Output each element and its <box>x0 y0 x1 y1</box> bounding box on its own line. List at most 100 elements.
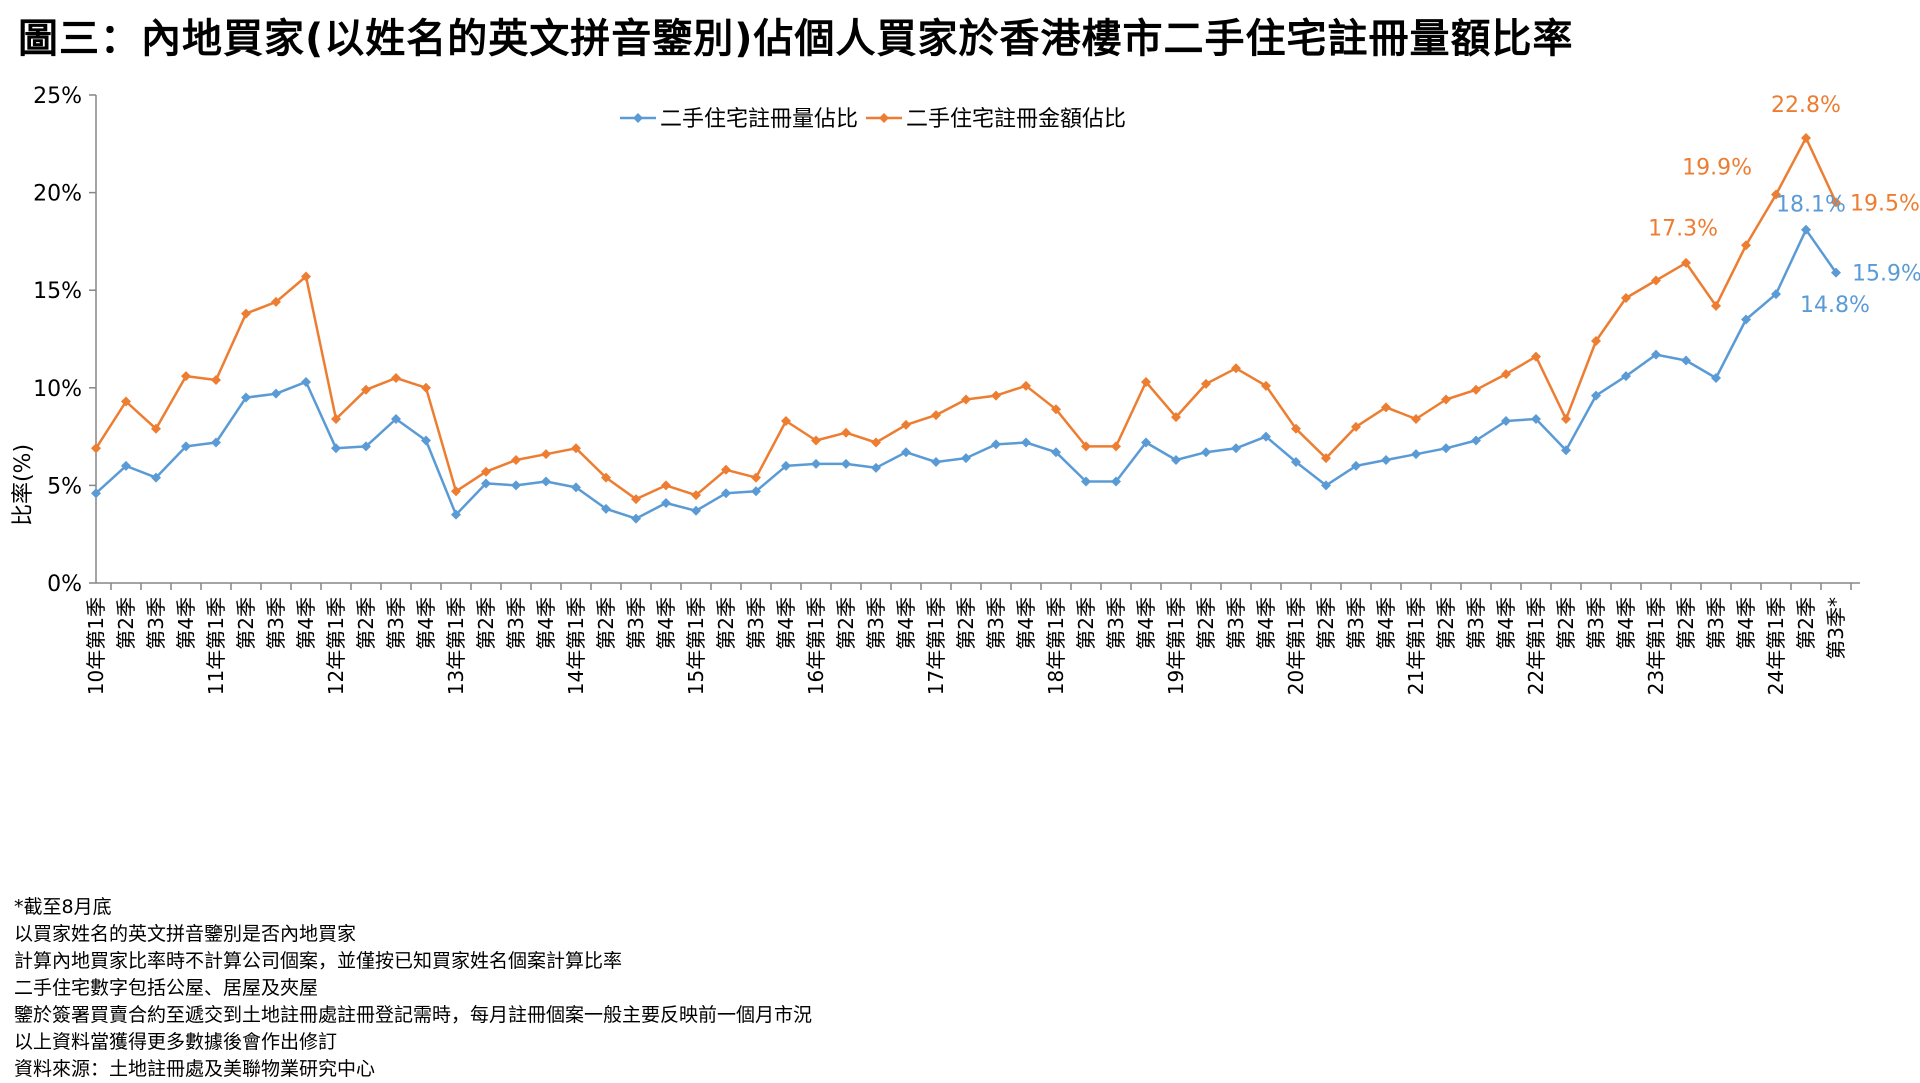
footnote: 計算內地買家比率時不計算公司個案，並僅按已知買家姓名個案計算比率 <box>14 950 623 972</box>
data-point <box>241 392 251 403</box>
data-point <box>931 410 941 421</box>
x-tick-label: 第2季 <box>1194 597 1218 650</box>
data-point <box>511 480 521 491</box>
data-point <box>121 396 131 407</box>
y-tick-label: 25% <box>33 84 82 109</box>
data-point <box>1711 300 1721 311</box>
data-point <box>1771 189 1781 200</box>
data-point <box>91 443 101 454</box>
x-tick-label: 第3季 <box>1104 597 1128 650</box>
x-tick-label: 16年第1季 <box>804 597 828 695</box>
data-point <box>1111 441 1121 452</box>
x-tick-label: 22年第1季 <box>1524 597 1548 695</box>
x-tick-label: 第3季 <box>864 597 888 650</box>
x-tick-label: 第4季 <box>1734 597 1758 650</box>
x-tick-label: 第3季 <box>744 597 768 650</box>
data-point <box>1501 369 1511 380</box>
data-point <box>1501 415 1511 426</box>
data-point <box>1801 132 1811 143</box>
data-point <box>931 456 941 467</box>
x-tick-label: 第2季 <box>1554 597 1578 650</box>
series-layer <box>91 132 1841 524</box>
data-point <box>451 509 461 520</box>
chart-title: 圖三：內地買家(以姓名的英文拼音鑒別)佔個人買家於香港樓市二手住宅註冊量額比率 <box>18 16 1574 62</box>
data-point <box>541 476 551 487</box>
data-point <box>1651 275 1661 286</box>
data-point <box>1441 443 1451 454</box>
data-point <box>541 449 551 460</box>
x-tick-label: 第2季 <box>1674 597 1698 650</box>
footnote: *截至8月底 <box>14 896 112 918</box>
x-tick-label: 第2季 <box>1794 597 1818 650</box>
data-point <box>631 513 641 524</box>
data-point <box>1021 437 1031 448</box>
x-tick-label: 第4季 <box>774 597 798 650</box>
data-label: 19.5%* <box>1850 191 1920 216</box>
x-tick-label: 第3季* <box>1824 597 1848 660</box>
x-tick-label: 11年第1季 <box>204 597 228 695</box>
data-point <box>1111 476 1121 487</box>
x-tick-label: 第2季 <box>834 597 858 650</box>
data-point <box>1411 449 1421 460</box>
y-tick-label: 15% <box>33 279 82 304</box>
data-point <box>91 488 101 499</box>
x-tick-label: 第3季 <box>144 597 168 650</box>
data-point <box>361 441 371 452</box>
x-tick-label: 第2季 <box>714 597 738 650</box>
data-point <box>121 460 131 471</box>
data-point <box>181 371 191 382</box>
data-point <box>1231 443 1241 454</box>
data-point <box>631 494 641 505</box>
data-point <box>1081 441 1091 452</box>
data-point <box>1531 351 1541 362</box>
y-tick-label: 10% <box>33 377 82 402</box>
data-point <box>421 382 431 393</box>
x-tick-label: 第2季 <box>1434 597 1458 650</box>
series-line <box>94 136 1838 501</box>
data-label: 18.1% <box>1776 193 1846 218</box>
x-tick-label: 第3季 <box>504 597 528 650</box>
x-tick-label: 第4季 <box>1134 597 1158 650</box>
data-labels: 14.8% 18.1% 15.9%* 17.3% 19.9% 22.8% 19.5%* <box>1648 93 1920 318</box>
x-tick-label: 第4季 <box>534 597 558 650</box>
data-point <box>481 478 491 489</box>
data-point <box>1381 455 1391 466</box>
legend-label: 二手住宅註冊量佔比 <box>660 107 858 132</box>
data-point <box>1801 224 1811 235</box>
data-point <box>271 296 281 307</box>
data-point <box>211 374 221 385</box>
x-axis: 10年第1季 第2季 第3季 第4季 11年第1季 第2季 第3季 第4季 12年第1季 第2季第… <box>84 582 1860 695</box>
data-point <box>901 447 911 458</box>
x-tick-label: 第4季 <box>1494 597 1518 650</box>
data-point <box>841 427 851 438</box>
data-point <box>1771 289 1781 300</box>
data-point <box>151 472 161 483</box>
x-tick-label: 第3季 <box>624 597 648 650</box>
data-point <box>751 472 761 483</box>
data-point <box>1141 437 1151 448</box>
data-point <box>241 308 251 319</box>
data-point <box>391 373 401 384</box>
data-point <box>301 376 311 387</box>
footnote: 以買家姓名的英文拼音鑒別是否內地買家 <box>14 923 357 945</box>
data-point <box>841 458 851 469</box>
y-axis-label: 比率(%) <box>11 444 36 526</box>
data-point <box>1201 378 1211 389</box>
data-point <box>781 415 791 426</box>
footnote: 以上資料當獲得更多數據後會作出修訂 <box>14 1031 338 1053</box>
data-point <box>1051 447 1061 458</box>
data-point <box>661 497 671 508</box>
x-tick-label: 18年第1季 <box>1044 597 1068 695</box>
data-point <box>571 482 581 493</box>
x-tick-label: 21年第1季 <box>1404 597 1428 695</box>
x-tick-label: 第3季 <box>984 597 1008 650</box>
data-point <box>1741 314 1751 325</box>
data-point <box>1831 197 1841 208</box>
x-tick-label: 第3季 <box>384 597 408 650</box>
data-point <box>811 435 821 446</box>
data-point <box>391 414 401 425</box>
data-point <box>1231 363 1241 374</box>
y-tick-label: 0% <box>47 572 82 597</box>
x-tick-label: 第4季 <box>294 597 318 650</box>
